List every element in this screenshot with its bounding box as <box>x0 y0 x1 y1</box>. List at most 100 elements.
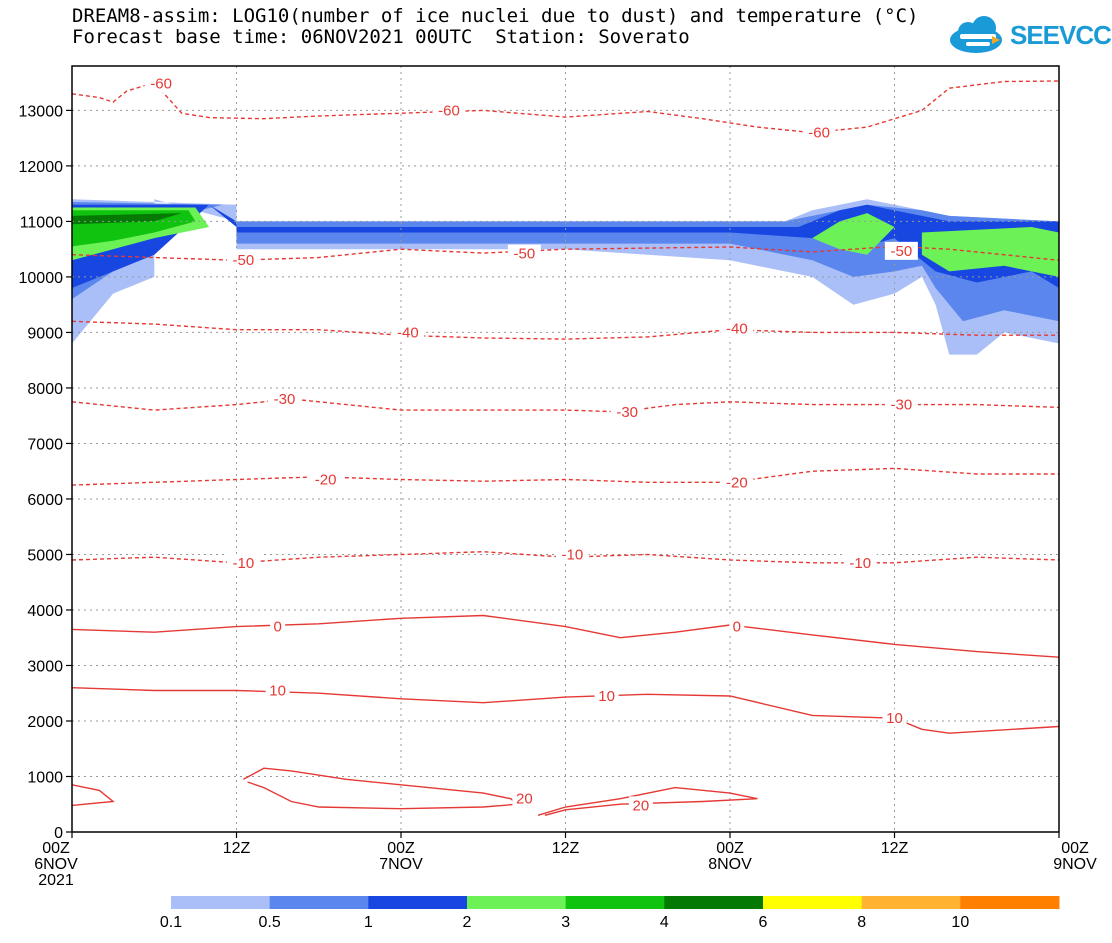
contour-label-bg <box>144 74 178 93</box>
contour-label-bg <box>610 402 644 421</box>
contour-label-bg <box>391 323 425 342</box>
colorbar-swatch <box>368 896 468 909</box>
x-tick-label: 00Z <box>42 840 70 857</box>
x-tick-label: 00Z <box>1061 840 1089 857</box>
y-tick-label: 10000 <box>19 270 64 287</box>
contour-label-bg <box>226 553 260 572</box>
contour-label-bg <box>270 617 286 636</box>
contour-label-bg <box>512 789 537 808</box>
contour-label-bg <box>267 390 301 409</box>
colorbar-label: 10 <box>951 914 969 931</box>
contour-label-bg <box>507 244 541 263</box>
contour-label: 20 <box>516 791 533 808</box>
contour-label-bg <box>884 241 918 260</box>
colorbar-swatch <box>467 896 567 909</box>
x-tick-label: 9NOV <box>1053 856 1097 873</box>
contour-label: -60 <box>150 76 172 93</box>
colorbar-swatch <box>565 896 665 909</box>
contour-label: -40 <box>726 321 748 338</box>
colorbar-label: 2 <box>463 914 472 931</box>
contour-label: -20 <box>315 471 337 488</box>
contour-label-bg <box>555 545 589 564</box>
contour-label-bg <box>226 251 260 270</box>
contour-label-bg <box>882 709 907 728</box>
contour-label: -30 <box>274 391 296 408</box>
temperature-contour <box>537 786 758 816</box>
x-tick-label: 8NOV <box>708 856 752 873</box>
contour-label: -10 <box>233 555 255 572</box>
chart-title: DREAM8-assim: LOG10(number of ice nuclei… <box>72 6 918 48</box>
x-tick-label: 00Z <box>716 840 744 857</box>
contour-label-bg <box>843 553 877 572</box>
contour-label-bg <box>802 123 836 142</box>
contour-label: -10 <box>849 555 871 572</box>
contour-label-bg <box>729 617 745 636</box>
contour-label-bg <box>884 395 918 414</box>
y-tick-label: 3000 <box>27 658 63 675</box>
contour-label: -40 <box>397 324 419 341</box>
dust-region-2 <box>72 204 1059 288</box>
y-tick-label: 2000 <box>27 714 63 731</box>
colorbar-label: 1 <box>364 914 373 931</box>
contour-label: -50 <box>514 246 536 263</box>
contour-label-bg <box>594 687 619 706</box>
contour-label: -30 <box>616 404 638 421</box>
contour-label-bg <box>628 796 653 815</box>
contour-label: 0 <box>733 619 741 636</box>
x-tick-label: 12Z <box>552 840 580 857</box>
temperature-contours <box>72 80 1059 816</box>
colorbar-label: 0.1 <box>160 914 182 931</box>
colorbar-swatch <box>763 896 863 909</box>
contour-label-bg <box>432 101 466 120</box>
title-line-1: DREAM8-assim: LOG10(number of ice nuclei… <box>72 5 919 27</box>
temperature-contour <box>243 767 520 810</box>
y-tick-label: 7000 <box>27 436 63 453</box>
contour-label: -60 <box>438 102 460 119</box>
y-tick-label: 9000 <box>27 325 63 342</box>
grid-lines <box>72 66 1059 832</box>
dust-region-5 <box>921 227 1059 277</box>
contour-label: 10 <box>886 710 903 727</box>
temperature-contour <box>72 784 115 807</box>
x-tick-label: 00Z <box>387 840 415 857</box>
y-tick-label: 1000 <box>27 769 63 786</box>
x-tick-label: 6NOV <box>34 856 78 873</box>
colorbar-label: 0.5 <box>259 914 281 931</box>
contour-labels: -60 -60 -60 -50 -50 -50 -40 -40 -30 -30 -30 -20 -20 -… <box>144 74 918 815</box>
colorbar-label: 6 <box>759 914 768 931</box>
contour-label: 10 <box>269 682 286 699</box>
y-tick-label: 11000 <box>20 214 63 231</box>
colorbar-swatch <box>960 896 1060 909</box>
y-tick-label: 12000 <box>19 159 64 176</box>
contour-label: -50 <box>891 243 913 260</box>
colorbar-label: 8 <box>857 914 866 931</box>
y-axis: 0 1000 2000 3000 4000 5000 6000 7000 8000 9000 100… <box>19 103 72 842</box>
title-line-2: Forecast base time: 06NOV2021 00UTC Stat… <box>72 26 690 48</box>
logo-text: SEEVCCC <box>1010 20 1112 50</box>
colorbar: 0.1 0.5 1 2 3 4 6 8 10 <box>160 896 1060 931</box>
colorbar-swatch <box>861 896 961 909</box>
contour-label: 20 <box>633 797 650 814</box>
x-tick-label: 7NOV <box>379 856 423 873</box>
dust-region-7 <box>72 213 182 225</box>
x-tick-label: 12Z <box>881 840 909 857</box>
x-tick-label: 12Z <box>223 840 251 857</box>
dust-region-4 <box>812 213 895 255</box>
cloud-icon <box>950 16 1002 53</box>
colorbar-swatch <box>269 896 369 909</box>
contour-label: 10 <box>598 688 615 705</box>
x-tick-label: 2021 <box>38 872 74 889</box>
colorbar-swatch <box>171 896 271 909</box>
y-tick-label: 5000 <box>27 547 63 564</box>
contour-label-bg <box>720 319 754 338</box>
contour-label: -30 <box>891 397 913 414</box>
contour-label: -20 <box>726 474 748 491</box>
temperature-contour <box>72 467 1059 486</box>
colorbar-label: 3 <box>561 914 570 931</box>
contour-label-bg <box>720 473 754 492</box>
y-tick-label: 6000 <box>27 492 63 509</box>
contour-label-bg <box>265 681 290 700</box>
contour-label: -50 <box>233 252 255 269</box>
colorbar-label: 4 <box>660 914 669 931</box>
